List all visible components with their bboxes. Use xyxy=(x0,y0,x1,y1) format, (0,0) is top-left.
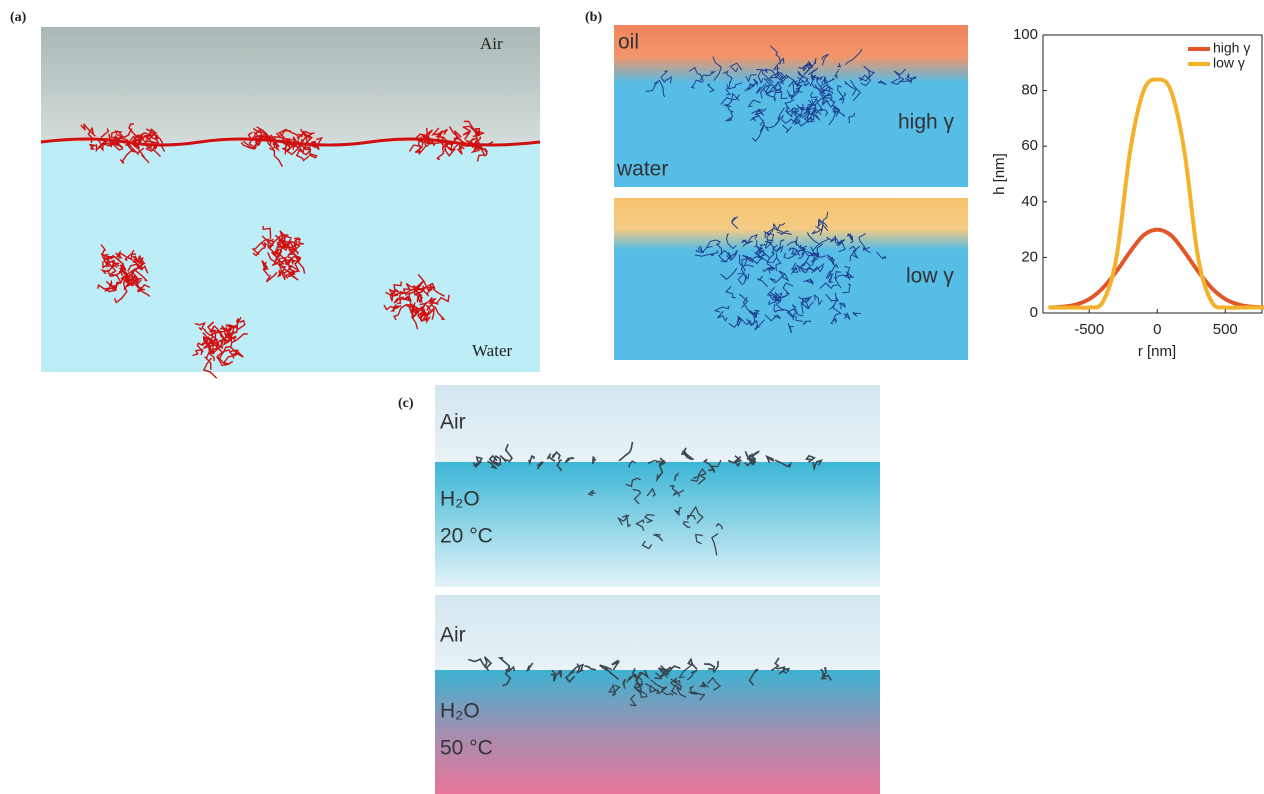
water-label: H₂O xyxy=(440,488,480,511)
height-profile-chart: r [nm] h [nm] 0 20 40 60 80 100 -500 0 500 high γ… xyxy=(991,26,1264,360)
panel-c: (c) Air H₂O 20 °C Air H₂O 50 °C xyxy=(398,385,880,794)
temperature-label: 50 °C xyxy=(440,737,493,760)
x-tick-label: 500 xyxy=(1213,321,1238,338)
y-tick-label: 100 xyxy=(1013,26,1038,43)
legend-label: high γ xyxy=(1213,40,1250,56)
x-tick-label: 0 xyxy=(1153,321,1161,338)
air-label: Air xyxy=(480,34,503,53)
water-layer xyxy=(41,142,540,372)
x-tick-label: -500 xyxy=(1074,321,1104,338)
x-axis-label: r [nm] xyxy=(1138,343,1176,360)
air-layer xyxy=(435,385,880,462)
legend-label: low γ xyxy=(1213,55,1245,71)
water-label: Water xyxy=(472,341,512,360)
y-tick-label: 20 xyxy=(1021,248,1038,265)
panel-label: (c) xyxy=(398,396,414,411)
y-tick-label: 40 xyxy=(1021,193,1038,210)
gamma-label: low γ xyxy=(906,265,954,288)
air-label: Air xyxy=(440,411,466,434)
panel-label: (b) xyxy=(585,10,602,25)
y-axis-label: h [nm] xyxy=(991,153,1008,195)
oil-label: oil xyxy=(618,31,639,54)
air-layer xyxy=(41,27,540,142)
water-label: water xyxy=(616,158,668,181)
panel-label: (a) xyxy=(10,10,27,25)
gamma-label: high γ xyxy=(898,111,955,134)
figure: (a) Air Water (b) oil high γ water low γ… xyxy=(0,0,1264,794)
y-tick-label: 0 xyxy=(1030,304,1038,321)
page: (a) Air Water (b) oil high γ water low γ… xyxy=(0,0,1264,794)
y-tick-label: 80 xyxy=(1021,82,1038,99)
plot-area xyxy=(1043,35,1262,313)
temperature-label: 20 °C xyxy=(440,525,493,548)
panel-b: (b) oil high γ water low γ xyxy=(585,10,968,360)
oil-layer xyxy=(614,25,968,83)
panel-a: (a) Air Water xyxy=(10,10,540,378)
water-layer xyxy=(435,462,880,587)
water-layer xyxy=(435,670,880,794)
air-label: Air xyxy=(440,624,466,647)
y-tick-label: 60 xyxy=(1021,137,1038,154)
water-label: H₂O xyxy=(440,700,480,723)
